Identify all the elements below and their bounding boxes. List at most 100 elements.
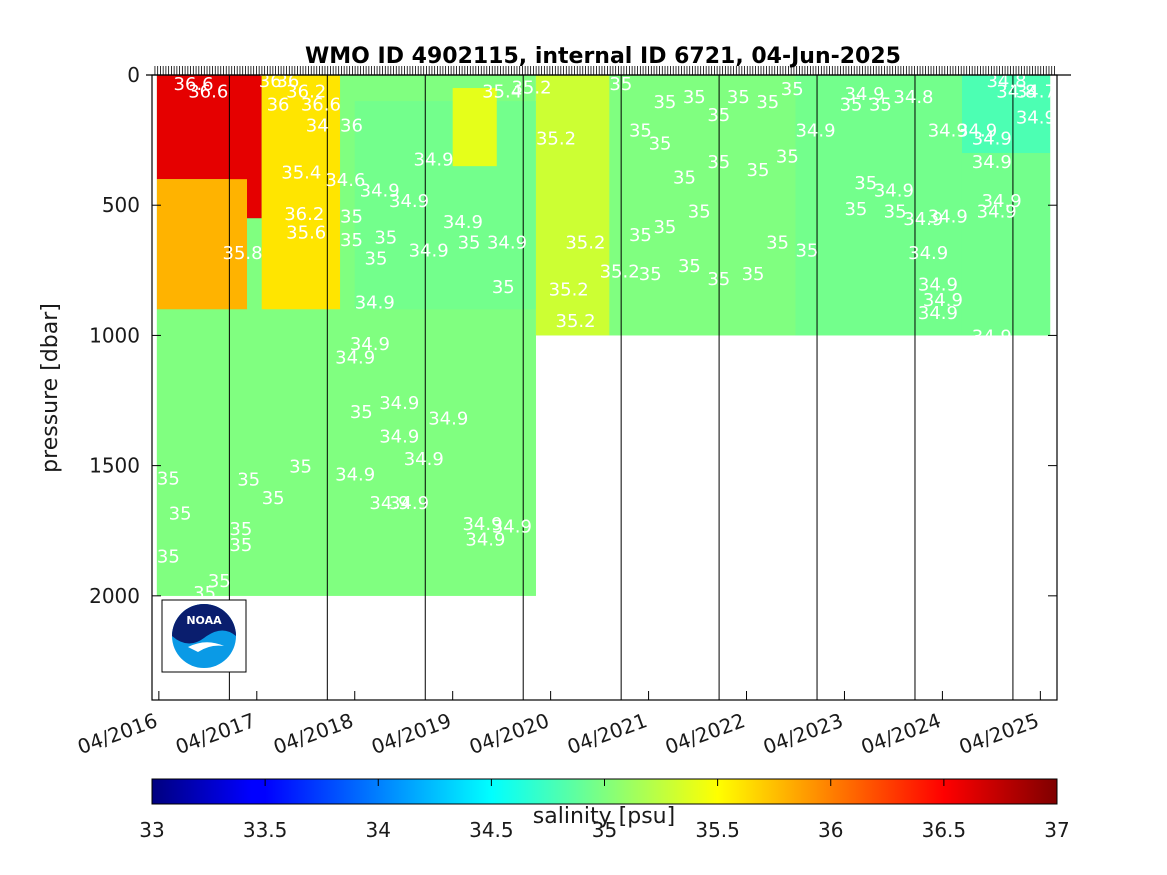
y-tick-label: 1500 <box>89 454 140 478</box>
colorbar-tick-label: 35 <box>592 818 617 842</box>
contour-label: 35.8 <box>223 243 263 264</box>
contour-label: 35 <box>707 105 730 126</box>
contour-label: 35 <box>350 402 373 423</box>
contour-label: 34.9 <box>903 209 943 230</box>
contour-label: 34.9 <box>360 181 400 202</box>
contour-label: 35.4 <box>281 162 321 183</box>
contour-label: 35 <box>193 583 216 604</box>
contour-label: 35 <box>840 95 863 116</box>
colorbar-tick-label: 35.5 <box>695 818 740 842</box>
contour-label: 35 <box>707 152 730 173</box>
colorbar-tick-label: 36 <box>818 818 843 842</box>
contour-label: 35 <box>374 227 397 248</box>
contour-label: 34.9 <box>335 347 375 368</box>
contour-label: 35 <box>609 74 632 95</box>
contour-label: 35 <box>766 233 789 254</box>
contour-label: 35 <box>844 199 867 220</box>
contour-label: 35 <box>727 87 750 108</box>
contour-label: 34.9 <box>918 274 958 295</box>
contour-label: 35 <box>629 121 652 142</box>
contour-label: 35.6 <box>286 222 326 243</box>
colorbar-tick-label: 33.5 <box>243 818 288 842</box>
x-tick-label: 04/2021 <box>564 708 650 759</box>
x-axis: 04/2016 04/2017 04/2018 04/2019 04/2020 04/20… <box>74 691 1042 759</box>
x-tick-label: 04/2022 <box>662 708 748 759</box>
contour-label: 36 <box>267 95 290 116</box>
contour-label: 35 <box>673 168 696 189</box>
salinity-region <box>156 75 230 180</box>
contour-label: 36.6 <box>188 82 228 103</box>
chart-title: WMO ID 4902115, internal ID 6721, 04-Jun… <box>305 44 901 69</box>
contour-label: 34.9 <box>369 493 409 514</box>
contour-label: 34.9 <box>874 181 914 202</box>
contour-label: 35.2 <box>565 233 605 254</box>
colorbar-tick-label: 37 <box>1044 818 1069 842</box>
x-tick-label: 04/2025 <box>956 708 1042 759</box>
y-tick-label: 2000 <box>89 584 140 608</box>
contour-label: 35 <box>683 87 706 108</box>
x-tick-label: 04/2017 <box>172 708 258 759</box>
contour-label: 35 <box>707 269 730 290</box>
colorbar-label: salinity [psu] <box>533 804 675 829</box>
contour-label: 35 <box>649 134 672 155</box>
y-axis: 0 500 1000 1500 2000 <box>89 63 1057 608</box>
contour-label: 35 <box>781 79 804 100</box>
contour-label: 35 <box>340 207 363 228</box>
salinity-region <box>156 309 536 596</box>
salinity-fields <box>156 75 1051 596</box>
svg-text:NOAA: NOAA <box>186 614 222 627</box>
contour-label: 35 <box>169 504 192 525</box>
contour-label: 34.9 <box>972 129 1012 150</box>
salinity-region <box>961 75 1051 154</box>
contour-label: 35 <box>639 264 662 285</box>
contour-label: 34.9 <box>928 207 968 228</box>
contour-label: 35 <box>340 230 363 251</box>
contour-label: 34.9 <box>923 290 963 311</box>
contour-label: 35 <box>157 546 180 567</box>
contour-label: 35 <box>776 147 799 168</box>
x-tick-label: 04/2016 <box>74 708 160 759</box>
contour-label: 35.2 <box>600 261 640 282</box>
contour-label: 34.9 <box>795 121 835 142</box>
contour-label: 34.9 <box>487 233 527 254</box>
contour-label: 35 <box>678 256 701 277</box>
contour-label: 35 <box>869 95 892 116</box>
contour-label: 36.6 <box>174 74 214 95</box>
salinity-region <box>354 101 536 310</box>
contour-label: 34.9 <box>957 121 997 142</box>
contour-label: 34.9 <box>404 449 444 470</box>
y-axis-label: pressure [dbar] <box>38 303 63 473</box>
colorbar-tick-label: 36.5 <box>922 818 967 842</box>
contour-label: 34.9 <box>1016 108 1056 129</box>
contour-label: 36 <box>259 71 282 92</box>
contour-label: 34.8 <box>893 87 933 108</box>
salinity-region <box>535 75 610 336</box>
contour-label: 34.9 <box>462 514 502 535</box>
contour-label: 35 <box>208 571 231 592</box>
contour-label: 34.9 <box>414 149 454 170</box>
contour-label: 35 <box>884 201 907 222</box>
contour-label: 35.2 <box>549 280 589 301</box>
contour-label: 35 <box>262 488 285 509</box>
salinity-region <box>961 153 1051 336</box>
contour-label: 35 <box>795 240 818 261</box>
contour-label: 34.9 <box>465 530 505 551</box>
y-tick-label: 500 <box>102 193 140 217</box>
contour-label: 35 <box>653 217 676 238</box>
x-tick-label: 04/2018 <box>270 708 356 759</box>
x-tick-label: 04/2020 <box>466 708 552 759</box>
contour-label: 34.9 <box>977 201 1017 222</box>
contour-label: 34.9 <box>379 393 419 414</box>
contour-label: 35.2 <box>556 311 596 332</box>
contour-label: 34.9 <box>982 191 1022 212</box>
contour-label: 35 <box>237 470 260 491</box>
contour-label: 34.8 <box>986 71 1026 92</box>
contour-label: 35 <box>854 173 877 194</box>
contour-label: 34.6 <box>325 170 365 191</box>
contour-label: 35.4 <box>482 82 522 103</box>
y-tick-label: 0 <box>127 63 140 87</box>
contour-label: 36.2 <box>284 204 324 225</box>
